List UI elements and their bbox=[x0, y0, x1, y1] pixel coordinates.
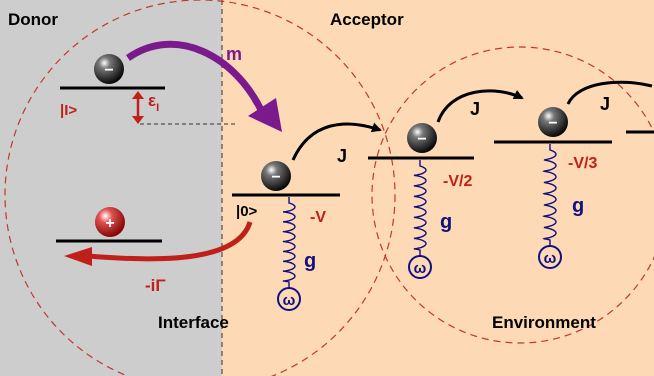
svg-text:−: − bbox=[104, 62, 113, 79]
oscillator-mode-3: ω bbox=[538, 245, 562, 269]
environment-circle bbox=[371, 46, 654, 344]
interface-label: Interface bbox=[158, 313, 229, 332]
svg-text:ω: ω bbox=[414, 260, 427, 277]
vibronic-spring-2 bbox=[413, 160, 427, 256]
svg-text:ω: ω bbox=[283, 292, 296, 309]
interface-circle bbox=[4, 0, 396, 376]
vibronic-spring-1 bbox=[282, 197, 296, 288]
donor-electron: − bbox=[94, 54, 124, 84]
recombination-arrowhead bbox=[64, 247, 92, 266]
hop-arrow-3 bbox=[566, 80, 653, 105]
vibronic-label-2: g bbox=[440, 211, 452, 233]
epsilon-label: εI bbox=[148, 91, 159, 114]
hop-label-2: J bbox=[470, 99, 480, 119]
hop-label-3: J bbox=[600, 94, 610, 114]
acceptor-label: Acceptor bbox=[330, 10, 404, 29]
interface-electron: − bbox=[261, 161, 291, 191]
hop-label-1: J bbox=[337, 146, 347, 166]
interface-state-label: |0> bbox=[236, 203, 258, 220]
svg-text:ω: ω bbox=[544, 250, 557, 267]
svg-text:−: − bbox=[417, 131, 426, 148]
interface-energy-label: -V bbox=[310, 209, 326, 226]
svg-text:+: + bbox=[105, 215, 114, 232]
epsilon-offset-arrow bbox=[132, 91, 144, 124]
env-electron-2: − bbox=[538, 107, 568, 137]
env-energy-label-2: -V/3 bbox=[568, 155, 597, 172]
hop-arrow-2 bbox=[436, 89, 524, 123]
donor-to-interface-arrowhead bbox=[248, 98, 282, 132]
recombination-label: -iΓ bbox=[145, 276, 166, 295]
donor-state-label: |I> bbox=[60, 102, 77, 119]
svg-text:−: − bbox=[548, 115, 557, 132]
donor-to-interface-arrow bbox=[125, 40, 266, 114]
vibronic-spring-3 bbox=[542, 144, 557, 246]
donor-label: Donor bbox=[8, 10, 58, 29]
oscillator-mode-1: ω bbox=[277, 287, 301, 311]
environment-label: Environment bbox=[492, 313, 596, 332]
env-energy-label-1: -V/2 bbox=[443, 173, 472, 190]
acceptor-region bbox=[222, 0, 654, 376]
oscillator-mode-2: ω bbox=[408, 255, 432, 279]
hop-arrow-1 bbox=[291, 122, 382, 161]
vibronic-label-1: g bbox=[304, 250, 316, 272]
m-coupling-label: m bbox=[226, 44, 242, 64]
env-electron-1: − bbox=[407, 123, 437, 153]
hole: + bbox=[95, 207, 125, 237]
svg-text:−: − bbox=[271, 169, 280, 186]
vibronic-label-3: g bbox=[572, 195, 584, 217]
recombination-arrow bbox=[87, 221, 253, 262]
